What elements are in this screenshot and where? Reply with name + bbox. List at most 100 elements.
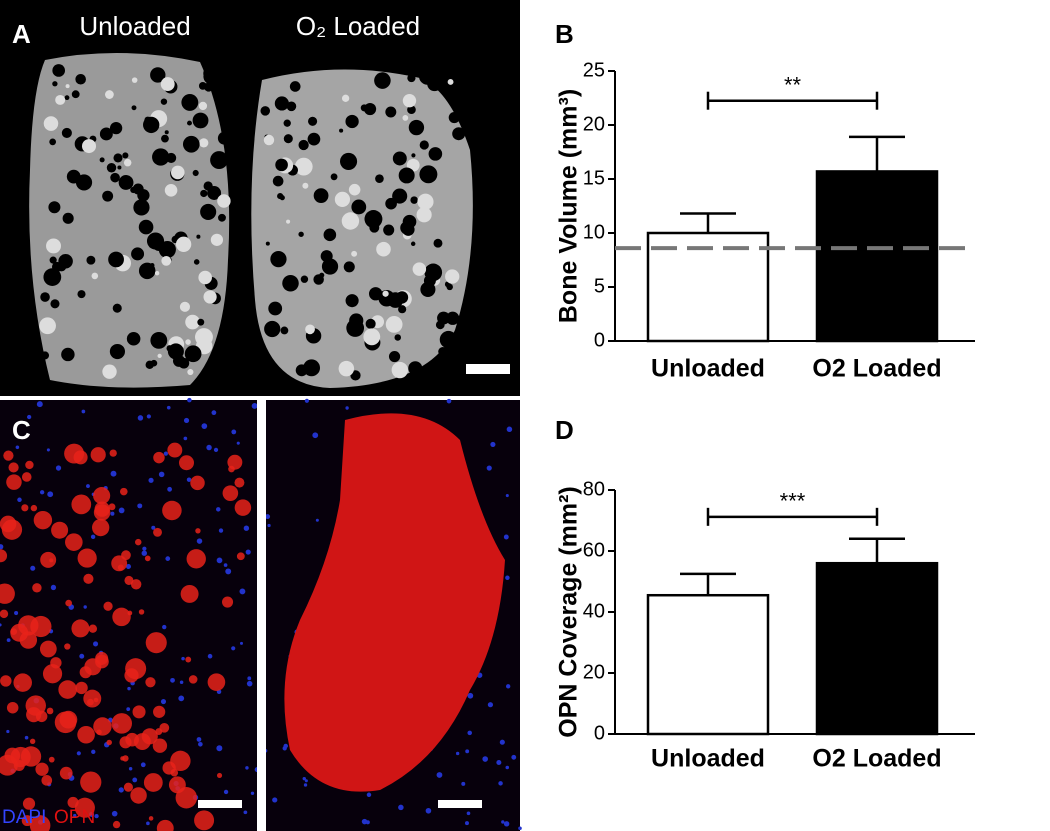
scan-pore — [339, 128, 344, 133]
dapi-nucleus — [211, 410, 217, 416]
dapi-nucleus — [170, 677, 175, 683]
scan-pore — [40, 351, 50, 360]
opn-cluster — [207, 673, 226, 691]
bar — [815, 561, 939, 736]
scan-pore — [407, 73, 416, 83]
y-tick-label: 80 — [583, 478, 605, 500]
dapi-nucleus — [466, 811, 471, 816]
scan-pore — [175, 236, 192, 252]
scan-pore — [307, 132, 321, 146]
scan-pore — [184, 345, 202, 363]
opn-cluster — [162, 500, 182, 521]
dapi-nucleus — [137, 415, 144, 421]
dapi-nucleus — [94, 813, 99, 819]
dapi-nucleus — [183, 417, 190, 424]
scan-pore — [385, 316, 403, 333]
dapi-nucleus — [366, 792, 372, 798]
dapi-nucleus — [151, 525, 156, 530]
scan-pore — [341, 212, 360, 230]
scan-pore — [52, 81, 58, 87]
scan-pore — [388, 350, 401, 363]
scan-pore — [298, 139, 309, 151]
opn-cluster — [6, 474, 22, 490]
scan-pore — [391, 361, 409, 379]
opn-region — [284, 413, 505, 792]
scan-pore — [434, 240, 441, 247]
opn-cluster — [51, 521, 69, 539]
opn-cluster — [112, 607, 131, 627]
dapi-nucleus — [315, 518, 319, 522]
dapi-nucleus — [146, 821, 150, 826]
dapi-nucleus — [216, 507, 221, 512]
dapi-nucleus — [178, 695, 185, 702]
opn-cluster — [103, 601, 113, 611]
dapi-nucleus — [118, 507, 125, 514]
opn-cluster — [42, 664, 63, 684]
scan-pore — [154, 270, 160, 276]
y-tick-label: 5 — [594, 275, 605, 297]
dapi-nucleus — [425, 807, 432, 814]
scan-pore — [402, 115, 409, 121]
dapi-nucleus — [14, 611, 19, 616]
scan-pore — [279, 195, 285, 201]
scan-pore — [48, 201, 61, 214]
scan-pore — [214, 84, 220, 91]
opn-cluster — [35, 762, 49, 776]
scan-pore — [330, 173, 338, 181]
scan-pore — [446, 311, 460, 325]
opn-cluster — [64, 643, 71, 650]
scan-pore — [113, 153, 123, 163]
dapi-nucleus — [47, 491, 54, 498]
opn-cluster — [106, 739, 112, 746]
scan-pore — [218, 213, 226, 222]
dapi-nucleus — [501, 820, 505, 824]
scan-pore — [394, 334, 402, 341]
stain-label: OPN — [54, 807, 95, 828]
dapi-nucleus — [55, 465, 62, 471]
scan-pore — [75, 174, 93, 191]
dapi-nucleus — [110, 511, 115, 516]
opn-cluster — [29, 738, 36, 745]
dapi-nucleus — [81, 409, 86, 414]
scan-pore — [303, 363, 309, 370]
scan-pore — [410, 196, 418, 204]
scan-pore — [52, 64, 66, 77]
opn-cluster — [186, 549, 206, 569]
dapi-nucleus — [128, 767, 133, 771]
opn-cluster — [30, 504, 38, 512]
opn-cluster — [228, 465, 235, 473]
scan-pore — [365, 318, 376, 329]
opn-cluster — [93, 487, 111, 505]
scan-pore — [363, 102, 377, 116]
dapi-nucleus — [36, 401, 43, 408]
dapi-nucleus — [464, 821, 469, 826]
dapi-nucleus — [79, 653, 85, 659]
scan-pore — [382, 290, 389, 297]
dapi-nucleus — [487, 702, 494, 708]
dapi-nucleus — [186, 477, 192, 482]
scan-pore — [164, 130, 169, 135]
scan-pore — [298, 231, 304, 237]
scan-pore — [351, 199, 367, 215]
stain-label: DAPI — [2, 807, 46, 828]
scan-pore — [171, 165, 185, 180]
opn-cluster — [145, 632, 167, 654]
opn-cluster — [94, 501, 110, 517]
dapi-nucleus — [216, 557, 223, 564]
scan-pore — [91, 272, 99, 280]
dapi-nucleus — [505, 765, 510, 770]
dapi-nucleus — [223, 563, 228, 567]
scan-pore — [420, 281, 436, 297]
scan-pore — [210, 233, 224, 246]
scale-bar — [198, 800, 242, 808]
scan-pore — [198, 82, 207, 90]
scan-pore — [143, 116, 160, 134]
dapi-nucleus — [46, 448, 50, 452]
scan-pore — [131, 247, 145, 261]
dapi-nucleus — [140, 762, 146, 768]
scan-pore — [294, 157, 313, 176]
scan-pore — [122, 152, 129, 159]
dapi-nucleus — [218, 528, 224, 533]
scan-pore — [272, 175, 284, 187]
dapi-nucleus — [196, 737, 202, 742]
